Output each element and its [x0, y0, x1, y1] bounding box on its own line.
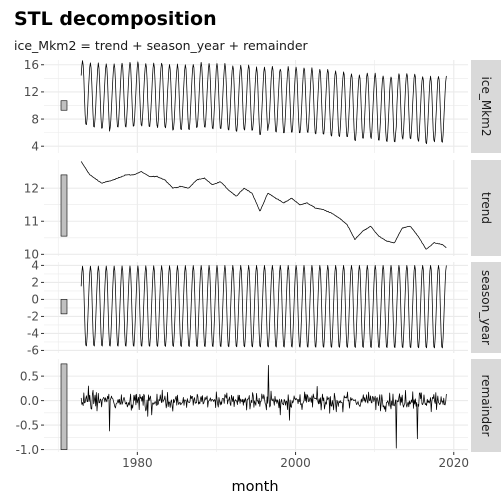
scale-bar [60, 363, 68, 450]
y-tick-label: 2 [31, 276, 39, 290]
chart-subtitle: ice_Mkm2 = trend + season_year + remaind… [14, 38, 309, 53]
scale-bar [60, 299, 68, 315]
panel-season_year: -6 -4 -2 0 2 4 season_year [27, 259, 501, 358]
facet-strip [471, 359, 501, 452]
x-axis-label: month [231, 479, 278, 495]
series-line-season_year [80, 265, 447, 349]
facet-strip-label: remainder [479, 375, 493, 437]
panel-remainder: -1.0 -0.5 0.0 0.5 remainder [16, 359, 501, 457]
facet-strip [471, 60, 501, 153]
y-tick-label: 0.5 [20, 369, 39, 383]
y-tick-label: 4 [31, 139, 39, 153]
panel-ice_Mkm2: 4 8 12 16 ice_Mkm2 [24, 58, 501, 153]
y-tick-label: -6 [27, 344, 39, 358]
y-tick-label: 11 [24, 214, 39, 228]
panel-background [44, 160, 468, 256]
y-tick-label: 12 [24, 181, 39, 195]
facet-strip [471, 262, 501, 353]
y-tick-label: 12 [24, 85, 39, 99]
y-tick-label: 4 [31, 259, 39, 273]
x-tick-label: 2020 [438, 456, 469, 470]
panel-background [44, 262, 468, 353]
series-line-remainder [80, 364, 447, 449]
y-tick-label: 0.0 [20, 394, 39, 408]
series-line-ice_Mkm2 [80, 60, 447, 145]
facet-strip-label: ice_Mkm2 [479, 77, 493, 137]
panel-trend: 10 11 12 trend [24, 160, 501, 262]
y-tick-label: 16 [24, 58, 39, 72]
y-tick-label: 8 [31, 112, 39, 126]
facet-strip-label: season_year [479, 270, 493, 345]
y-tick-label: -4 [27, 327, 39, 341]
x-axis: 1980 2000 2020 [122, 452, 469, 470]
chart-title: STL decomposition [14, 8, 217, 30]
y-tick-label: -1.0 [16, 443, 39, 457]
scale-bar [60, 100, 68, 111]
y-tick-label: 0 [31, 293, 39, 307]
y-tick-label: 10 [24, 248, 39, 262]
facet-strip [471, 160, 501, 256]
facet-strip-label: trend [479, 192, 493, 224]
panels: 4 8 12 16 ice_Mkm2 10 11 12 trend -6 -4 -2 0 2 4 season… [16, 58, 501, 457]
y-tick-label: -2 [27, 310, 39, 324]
scale-bar [60, 174, 68, 237]
y-tick-label: -0.5 [16, 418, 39, 432]
x-tick-label: 2000 [280, 456, 311, 470]
series-line-trend [80, 161, 447, 250]
x-tick-label: 1980 [122, 456, 153, 470]
